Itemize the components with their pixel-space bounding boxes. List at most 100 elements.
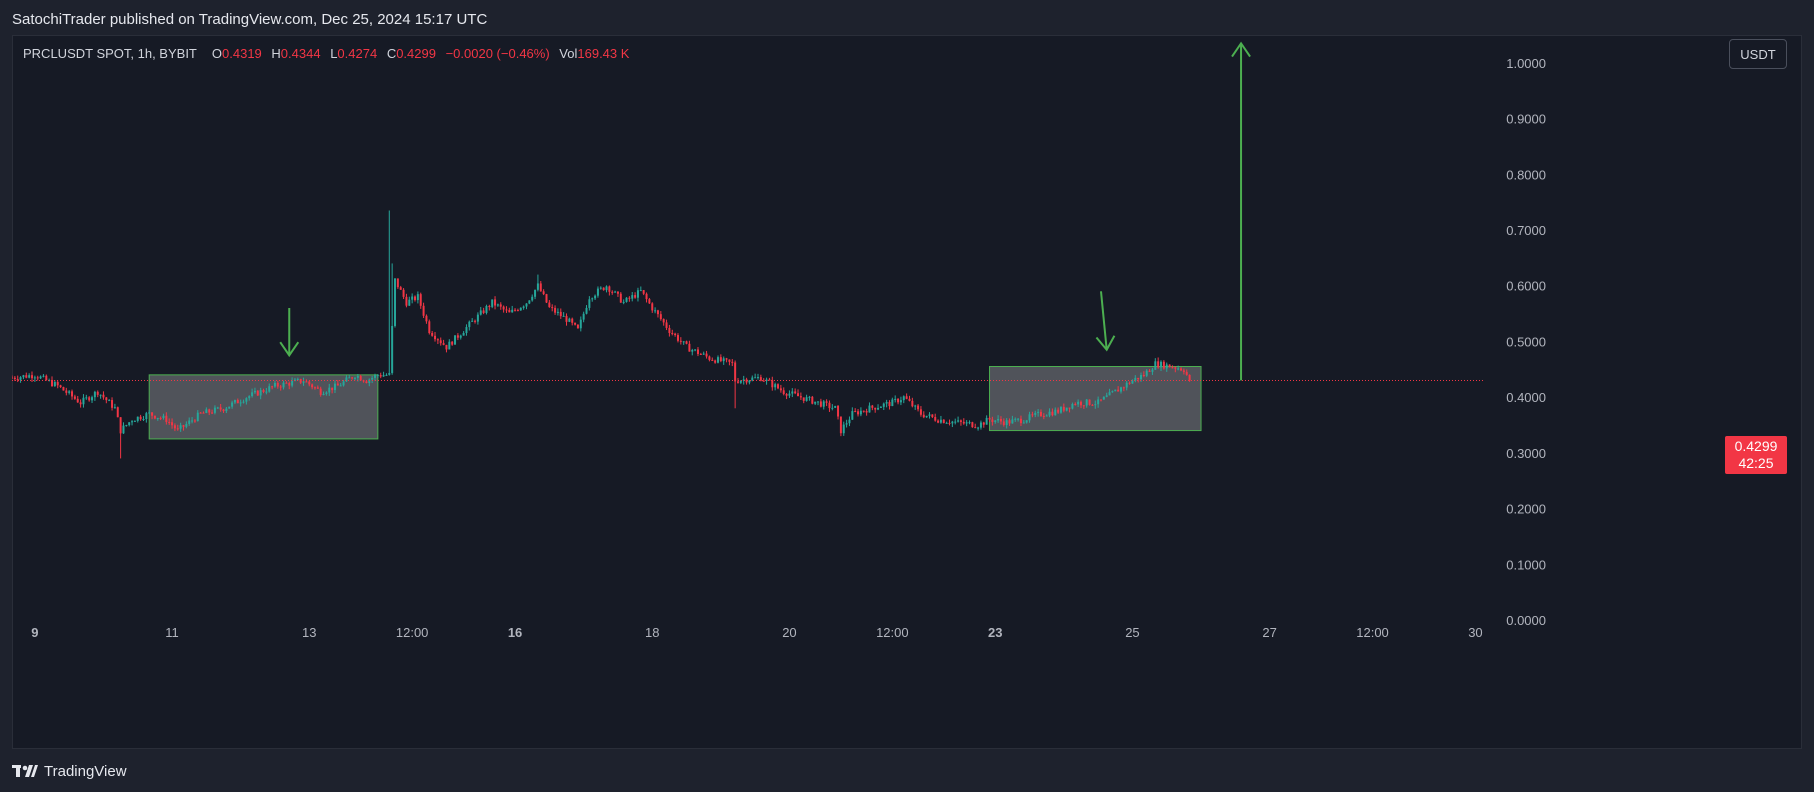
candle-body (1105, 395, 1108, 397)
candle-body (857, 411, 860, 415)
candle-body (208, 409, 211, 413)
candle-body (722, 358, 725, 362)
candle-body (1014, 418, 1017, 420)
candle-body (696, 349, 699, 354)
candle-body (616, 291, 619, 294)
tradingview-logo-icon (12, 765, 38, 777)
candle-body (476, 314, 479, 322)
candle-body (1148, 370, 1151, 372)
candle-body (845, 423, 848, 425)
footer-brand[interactable]: TradingView (12, 758, 127, 784)
candle-body (256, 390, 259, 396)
candle-body (391, 325, 394, 373)
candle-body (111, 400, 114, 408)
candle-body (659, 314, 662, 320)
candle-body (359, 376, 362, 381)
candle-body (394, 278, 397, 326)
candle-body (1002, 421, 1005, 425)
currency-button[interactable]: USDT (1729, 39, 1787, 69)
candle-body (82, 397, 85, 405)
candle-body (671, 332, 674, 334)
x-tick-label: 20 (782, 625, 796, 640)
candle-body (1142, 375, 1145, 377)
last-price-tag: 0.4299 42:25 (1725, 436, 1787, 474)
candle-body (674, 333, 677, 336)
currency-label: USDT (1740, 46, 1776, 62)
candle-body (971, 422, 974, 428)
candle-body (539, 283, 542, 292)
candle-body (748, 380, 751, 383)
candle-body (388, 372, 391, 375)
candle-body (313, 387, 316, 389)
candle-body (1054, 409, 1057, 416)
candle-body (448, 341, 451, 350)
volume-value: 169.43 K (577, 46, 630, 61)
candle-body (908, 398, 911, 401)
candle-body (502, 306, 505, 310)
y-tick-label: 0.8000 (1506, 167, 1546, 182)
candle-body (817, 401, 820, 403)
candle-body (276, 382, 279, 387)
candle-body (779, 388, 782, 391)
symbol-info[interactable]: PRCLUSDT SPOT, 1h, BYBIT (23, 46, 197, 61)
candle-body (19, 377, 22, 380)
candle-body (216, 407, 219, 409)
candle-body (891, 399, 894, 407)
candle-body (1097, 399, 1100, 405)
candle-body (131, 421, 134, 423)
candle-body (405, 296, 408, 306)
candle-body (28, 375, 31, 378)
chart-panel[interactable] (12, 35, 1802, 749)
candle-body (554, 307, 557, 313)
candle-body (842, 424, 845, 434)
candle-body (36, 377, 39, 379)
low-value: 0.4274 (337, 46, 378, 61)
candle-body (33, 377, 36, 379)
candle-body (239, 402, 242, 404)
candle-body (854, 411, 857, 413)
price-chart[interactable]: 0.0000 0.1000 0.2000 0.3000 0.4000 0.5000 0.60… (12, 35, 1802, 749)
candle-body (731, 361, 734, 363)
x-tick-label: 16 (508, 625, 522, 640)
last-price-value: 0.4299 (1734, 438, 1778, 454)
candle-body (105, 397, 108, 401)
high-value: 0.4344 (280, 46, 321, 61)
candle-body (428, 321, 431, 334)
candle-body (159, 417, 162, 419)
candle-body (1034, 412, 1037, 415)
accumulation-zone (989, 366, 1202, 432)
candle-body (325, 392, 328, 394)
candle-body (565, 315, 568, 322)
candle-body (1154, 361, 1157, 370)
candle-body (799, 396, 802, 398)
candle-body (171, 422, 174, 426)
candle-body (102, 394, 105, 398)
open-label: O (211, 46, 223, 61)
candle-body (602, 287, 605, 291)
candle-body (528, 300, 531, 304)
candle-body (1022, 422, 1025, 424)
candle-body (385, 374, 388, 376)
candle-body (16, 379, 19, 381)
x-tick-label: 25 (1125, 625, 1139, 640)
candle-body (865, 411, 868, 413)
candle-body (434, 335, 437, 340)
candle-body (628, 297, 631, 299)
candle-body (682, 341, 685, 343)
candle-body (871, 405, 874, 408)
candle-body (233, 400, 236, 403)
candle-body (219, 407, 222, 410)
candle-body (279, 386, 282, 388)
candle-body (505, 309, 508, 311)
candle-body (271, 386, 274, 388)
candle-body (1028, 414, 1031, 421)
candle-body (494, 299, 497, 306)
candle-body (777, 384, 780, 389)
candle-body (1011, 419, 1014, 424)
candle-body (1102, 396, 1105, 400)
candle-body (339, 385, 342, 387)
candle-body (814, 401, 817, 404)
candle-body (228, 406, 231, 409)
candle-body (525, 303, 528, 307)
candle-body (685, 341, 688, 344)
